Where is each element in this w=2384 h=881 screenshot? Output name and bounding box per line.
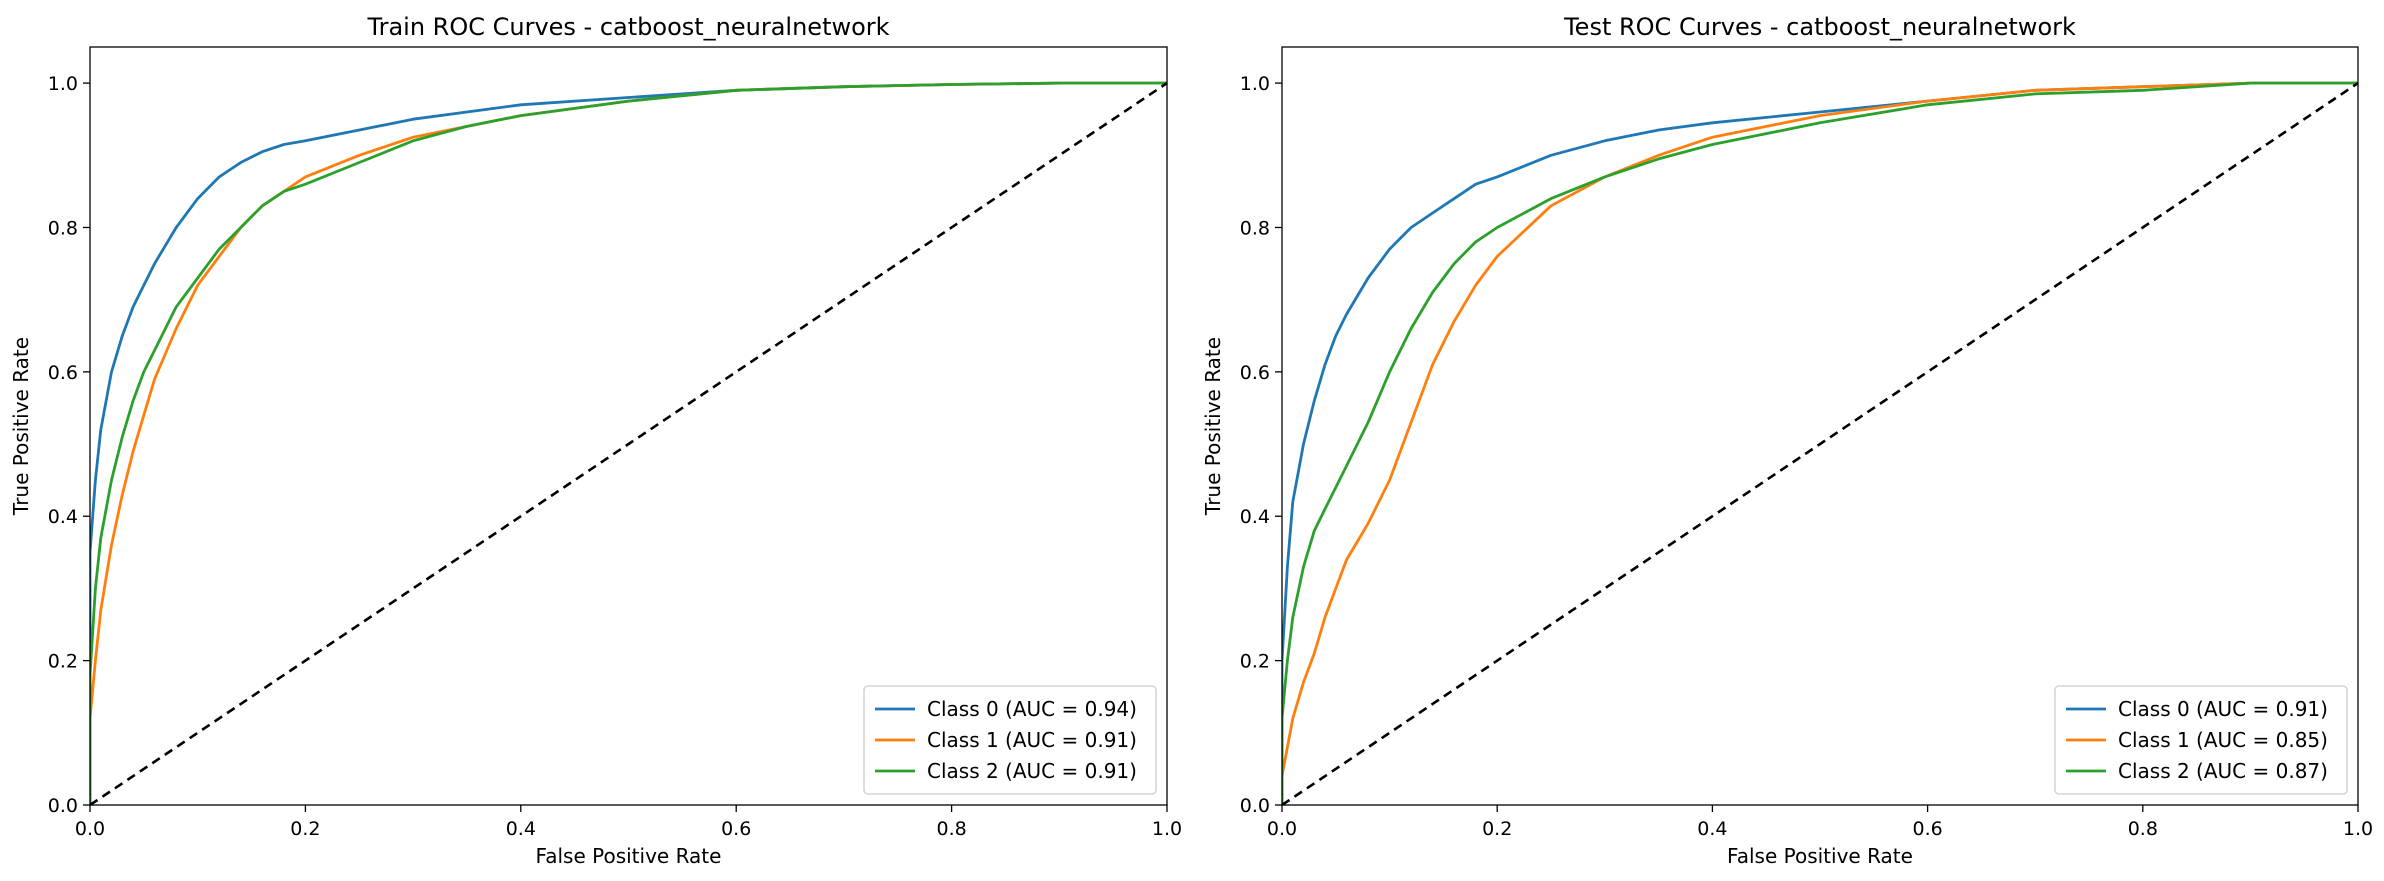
y-tick-label: 0.6	[1240, 362, 1270, 384]
legend: Class 0 (AUC = 0.91) Class 1 (AUC = 0.85)…	[2054, 685, 2348, 795]
chart-title: Test ROC Curves - catboost_neuralnetwork	[1563, 13, 2076, 41]
x-tick-label: 0.6	[721, 818, 751, 840]
x-tick-label: 0.8	[2128, 818, 2158, 840]
legend-box	[863, 685, 1157, 795]
chart-panel-0: 0.0 0.2 0.4 0.6 0.8 1.0 0.0 0.2 0.4 0.6 0.8 1.0 Trai…	[9, 13, 1182, 868]
x-tick-label: 0.4	[1697, 818, 1727, 840]
x-tick-label: 0.0	[1267, 818, 1297, 840]
y-tick-label: 0.6	[48, 362, 78, 384]
x-axis-label: False Positive Rate	[536, 844, 722, 868]
y-axis-label: True Positive Rate	[9, 337, 33, 516]
x-tick-label: 0.2	[1482, 818, 1512, 840]
y-tick-label: 0.4	[1240, 506, 1270, 528]
x-tick-label: 0.6	[1912, 818, 1942, 840]
legend-label: Class 2 (AUC = 0.91)	[927, 759, 1137, 783]
legend-label: Class 0 (AUC = 0.94)	[927, 697, 1137, 721]
y-axis-label: True Positive Rate	[1201, 337, 1225, 516]
y-tick-label: 1.0	[48, 73, 78, 95]
y-tick-label: 0.8	[48, 217, 78, 239]
y-tick-label: 1.0	[1240, 73, 1270, 95]
legend-label: Class 1 (AUC = 0.91)	[927, 728, 1137, 752]
plot-area	[90, 81, 1167, 805]
y-tick-label: 0.0	[1240, 795, 1270, 817]
legend-label: Class 2 (AUC = 0.87)	[2118, 759, 2328, 783]
x-axis-label: False Positive Rate	[1727, 844, 1913, 868]
series-line-class-2	[1282, 81, 2358, 805]
series-line-class-1	[1282, 81, 2358, 805]
x-tick-label: 0.8	[936, 818, 966, 840]
x-tick-label: 0.4	[506, 818, 536, 840]
legend-label: Class 0 (AUC = 0.91)	[2118, 697, 2328, 721]
x-tick-label: 0.0	[75, 818, 105, 840]
x-tick-label: 1.0	[2343, 818, 2373, 840]
y-tick-label: 0.0	[48, 795, 78, 817]
y-tick-label: 0.8	[1240, 217, 1270, 239]
chart-panel-1: 0.0 0.2 0.4 0.6 0.8 1.0 0.0 0.2 0.4 0.6 0.8 1.0 Test…	[1201, 13, 2373, 868]
chance-diagonal-line	[1282, 82, 2358, 805]
legend-box	[2054, 685, 2348, 795]
x-tick-label: 0.2	[290, 818, 320, 840]
series-line-class-2	[90, 81, 1167, 805]
legend: Class 0 (AUC = 0.94) Class 1 (AUC = 0.91)…	[863, 685, 1157, 795]
plot-area	[1282, 81, 2358, 805]
legend-label: Class 1 (AUC = 0.85)	[2118, 728, 2328, 752]
chart-title: Train ROC Curves - catboost_neuralnetwor…	[366, 13, 889, 41]
x-tick-label: 1.0	[1152, 818, 1182, 840]
y-tick-label: 0.4	[48, 506, 78, 528]
y-tick-label: 0.2	[1240, 651, 1270, 673]
axes-frame	[1281, 46, 2359, 806]
y-tick-label: 0.2	[48, 651, 78, 673]
chance-diagonal-line	[90, 82, 1167, 805]
axes-frame	[89, 46, 1168, 806]
